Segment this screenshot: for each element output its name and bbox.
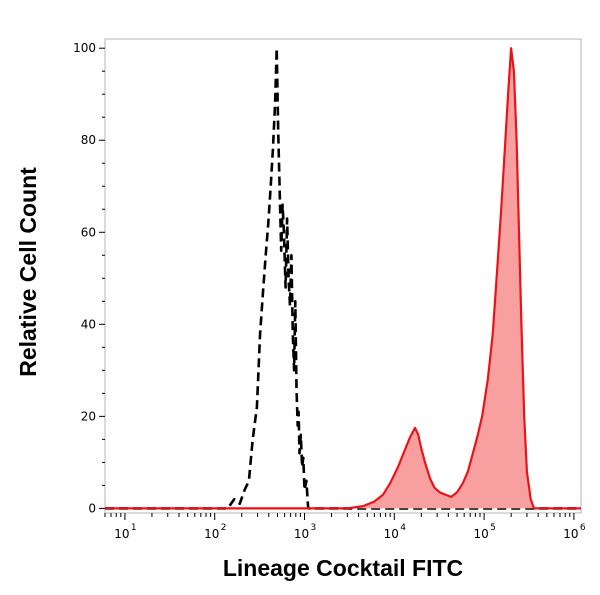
y-tick-label: 60 <box>81 225 96 239</box>
x-tick-label: 10 <box>114 527 129 541</box>
x-tick-label: 10 <box>294 527 309 541</box>
y-tick-label: 0 <box>88 501 96 515</box>
y-tick-label: 20 <box>81 409 96 423</box>
x-tick-exponent: 2 <box>221 523 227 533</box>
series-layer <box>105 46 581 510</box>
x-tick-label: 10 <box>563 527 578 541</box>
y-tick-label: 100 <box>73 41 96 55</box>
x-tick-exponent: 4 <box>400 523 406 533</box>
y-axis-title: Relative Cell Count <box>15 167 41 377</box>
series-1-line <box>105 47 581 510</box>
x-tick-label: 10 <box>473 527 488 541</box>
x-axis-title: Lineage Cocktail FITC <box>223 555 463 581</box>
x-tick-exponent: 1 <box>131 523 137 533</box>
x-tick-label: 10 <box>204 527 219 541</box>
series-1-area <box>105 48 581 509</box>
y-tick-label: 80 <box>81 133 96 147</box>
plot-frame <box>104 38 582 514</box>
x-tick-exponent: 3 <box>311 523 317 533</box>
x-tick-label: 10 <box>384 527 399 541</box>
y-tick-label: 40 <box>81 317 96 331</box>
series-0-line <box>105 46 581 510</box>
x-tick-exponent: 6 <box>580 523 586 533</box>
x-tick-exponent: 5 <box>490 523 496 533</box>
